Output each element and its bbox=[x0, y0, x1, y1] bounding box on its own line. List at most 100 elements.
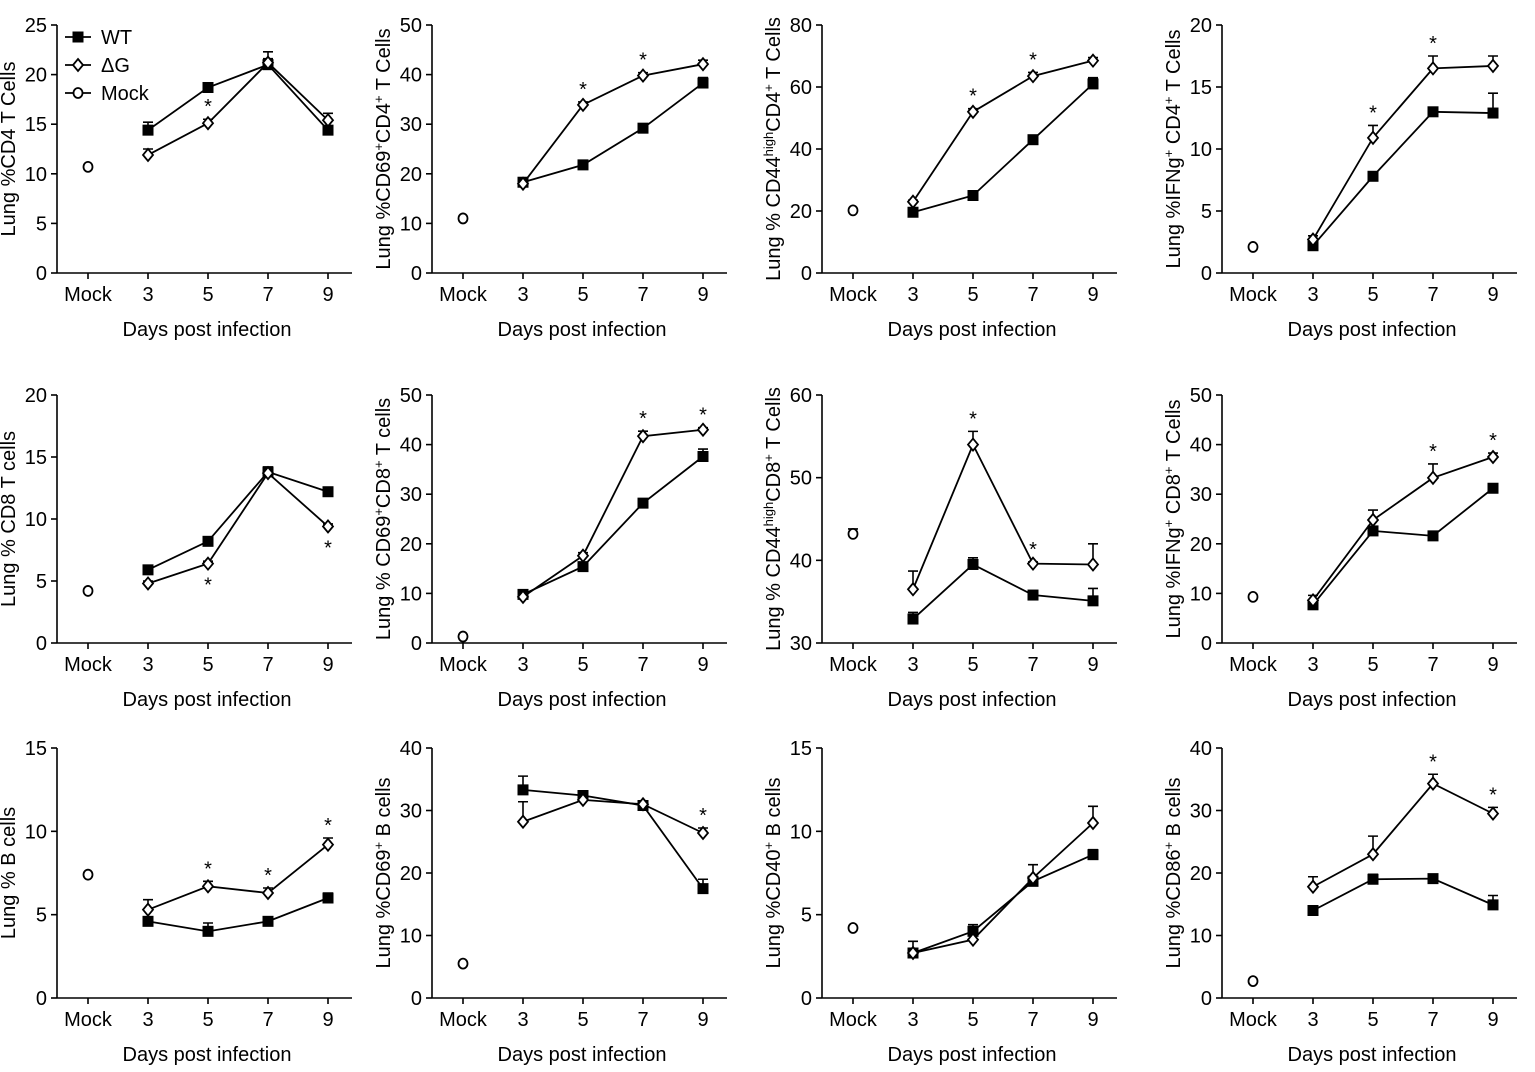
x-axis-label: Days post infection bbox=[498, 689, 667, 711]
series-line bbox=[912, 563, 1094, 620]
y-label-part: T Cells bbox=[763, 17, 785, 84]
x-tick-label: 3 bbox=[142, 284, 153, 306]
x-tick-label: 5 bbox=[1367, 284, 1378, 306]
marker bbox=[82, 160, 94, 173]
marker bbox=[906, 581, 920, 597]
series-line bbox=[147, 470, 329, 571]
y-tick-label: 0 bbox=[1201, 263, 1212, 285]
marker bbox=[967, 558, 979, 570]
y-tick-label: 20 bbox=[1190, 534, 1212, 556]
y-label-part: Lung % CD8 T cells bbox=[0, 431, 20, 607]
marker bbox=[1306, 592, 1320, 608]
legend-label: Mock bbox=[101, 83, 150, 105]
marker bbox=[1306, 879, 1320, 895]
x-tick-label: 3 bbox=[907, 654, 918, 676]
marker bbox=[697, 77, 709, 89]
marker bbox=[142, 564, 154, 576]
significance-mark: * bbox=[1429, 33, 1437, 55]
y-label-part: B cells bbox=[1163, 777, 1185, 841]
x-tick-label: 5 bbox=[967, 1009, 978, 1031]
y-label-sup: + bbox=[371, 143, 386, 151]
x-tick-label: 3 bbox=[517, 284, 528, 306]
x-tick-label: 9 bbox=[697, 654, 708, 676]
panel: 0 5 10 15 20 Mock 3 5 7 9 Days post infection Lung … bbox=[0, 385, 352, 711]
marker bbox=[907, 613, 919, 625]
y-tick-label: 0 bbox=[411, 263, 422, 285]
marker bbox=[696, 422, 710, 438]
x-tick-label: Mock bbox=[829, 284, 878, 306]
marker bbox=[72, 31, 84, 43]
y-axis-label: Lung % CD69+CD8+ T cells bbox=[371, 398, 396, 640]
marker bbox=[1486, 58, 1500, 74]
y-tick-label: 20 bbox=[400, 863, 422, 885]
marker bbox=[636, 428, 650, 444]
y-label-sup: high bbox=[761, 132, 776, 157]
x-axis-label: Days post infection bbox=[888, 319, 1057, 341]
marker bbox=[906, 194, 920, 210]
series-line bbox=[912, 442, 1094, 590]
y-tick-label: 10 bbox=[790, 821, 812, 843]
y-tick-label: 5 bbox=[36, 571, 47, 593]
x-axis-label: Days post infection bbox=[498, 319, 667, 341]
y-axis-label: Lung % B cells bbox=[0, 807, 20, 939]
y-label-part: T Cells bbox=[763, 387, 785, 454]
panel: 0 5 10 15 Mock 3 5 7 9 Days post infection Lung %C… bbox=[761, 738, 1117, 1066]
y-tick-label: 5 bbox=[1201, 201, 1212, 223]
y-tick-label: 30 bbox=[400, 801, 422, 823]
y-label-part: Lung % CD44 bbox=[763, 156, 785, 281]
marker bbox=[1367, 525, 1379, 537]
y-label-part: Lung %CD69 bbox=[373, 151, 395, 270]
series-line bbox=[522, 63, 704, 185]
y-axis-label: Lung %CD69+CD4+ T Cells bbox=[371, 28, 396, 269]
x-tick-label: 3 bbox=[517, 654, 528, 676]
y-label-sup: + bbox=[1161, 150, 1176, 158]
panel: 30 40 50 60 Mock 3 5 7 9 Days post infection Lung … bbox=[761, 385, 1117, 711]
y-tick-label: 15 bbox=[25, 447, 47, 469]
y-tick-label: 20 bbox=[400, 164, 422, 186]
marker bbox=[966, 932, 980, 948]
marker bbox=[1307, 905, 1319, 916]
series-line bbox=[1312, 487, 1494, 606]
x-tick-label: 7 bbox=[262, 654, 273, 676]
marker bbox=[847, 922, 859, 934]
marker bbox=[322, 486, 334, 498]
y-tick-label: 5 bbox=[36, 213, 47, 235]
y-tick-label: 40 bbox=[400, 738, 422, 760]
marker bbox=[261, 55, 275, 71]
marker bbox=[696, 825, 710, 841]
y-tick-label: 40 bbox=[400, 435, 422, 457]
x-tick-label: Mock bbox=[439, 654, 488, 676]
marker bbox=[576, 792, 590, 808]
x-tick-label: 5 bbox=[202, 654, 213, 676]
y-axis-label: Lung %CD40+ B cells bbox=[761, 777, 786, 968]
significance-mark: * bbox=[1489, 784, 1497, 806]
y-label-part: Lung % CD44 bbox=[763, 526, 785, 651]
x-tick-label: 5 bbox=[202, 284, 213, 306]
x-tick-label: 7 bbox=[1427, 654, 1438, 676]
y-label-sup: + bbox=[1161, 467, 1176, 475]
marker bbox=[1026, 68, 1040, 84]
x-axis-label: Days post infection bbox=[123, 1044, 292, 1066]
y-label-part: CD4 bbox=[1163, 104, 1185, 150]
marker bbox=[202, 925, 214, 937]
significance-mark: * bbox=[699, 405, 707, 427]
y-axis-label: Lung %IFNg+ CD4+ T Cells bbox=[1161, 30, 1186, 269]
y-label-sup: + bbox=[371, 508, 386, 516]
panel: 0 5 10 15 20 Mock 3 5 7 9 Days post infection Lung … bbox=[1161, 15, 1517, 341]
marker bbox=[1367, 873, 1379, 885]
marker bbox=[1247, 241, 1259, 253]
x-tick-label: Mock bbox=[439, 1009, 488, 1031]
marker bbox=[1087, 595, 1099, 607]
x-axis-label: Days post infection bbox=[1288, 319, 1457, 341]
x-tick-label: 5 bbox=[1367, 1009, 1378, 1031]
series-line bbox=[1312, 65, 1494, 240]
y-tick-label: 20 bbox=[1190, 15, 1212, 37]
x-tick-label: 7 bbox=[1027, 654, 1038, 676]
marker bbox=[457, 957, 469, 970]
y-tick-label: 10 bbox=[25, 509, 47, 531]
y-tick-label: 0 bbox=[411, 633, 422, 655]
y-tick-label: 0 bbox=[801, 263, 812, 285]
x-tick-label: 5 bbox=[577, 654, 588, 676]
marker bbox=[697, 883, 709, 895]
y-label-part: T Cells bbox=[1163, 400, 1185, 467]
